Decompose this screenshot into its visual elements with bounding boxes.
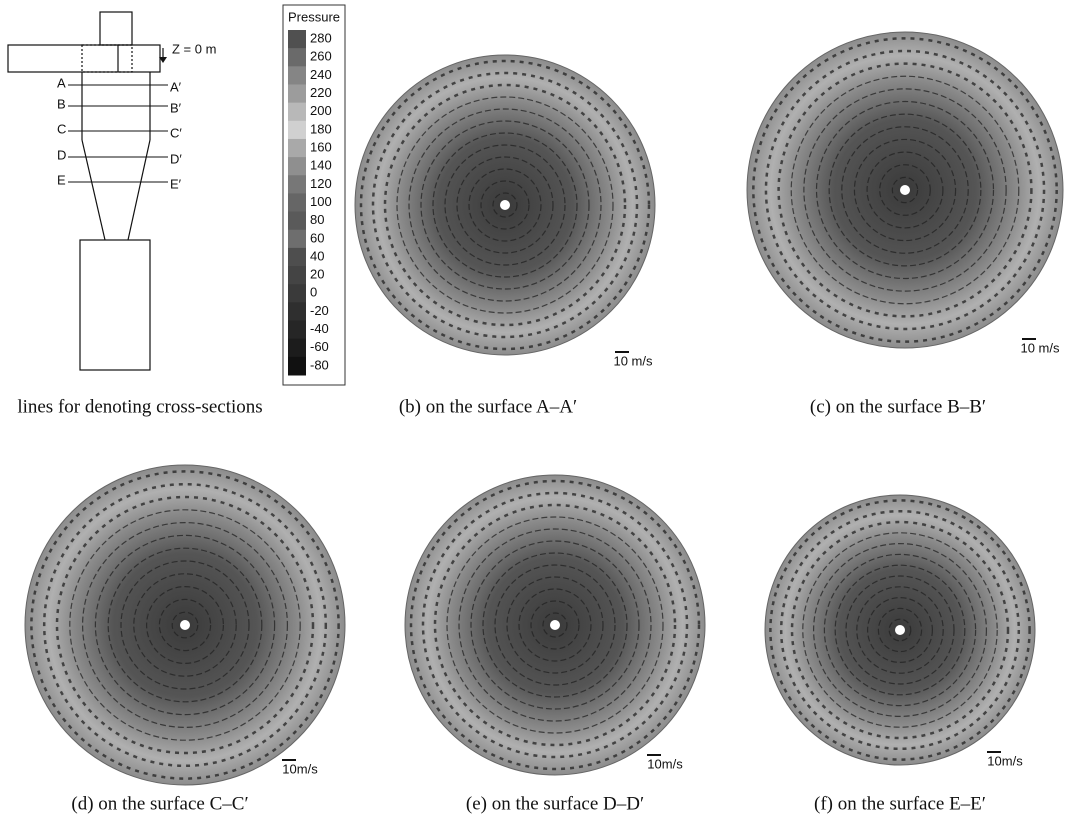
section-label: D′ [170, 151, 182, 166]
colorbar-tick-label: 120 [310, 176, 332, 191]
colorbar-band [288, 30, 306, 49]
colorbar-band [288, 212, 306, 231]
section-label: B′ [170, 100, 182, 115]
colorbar-tick-label: 60 [310, 230, 324, 245]
vortex-center [900, 185, 910, 195]
colorbar-band [288, 230, 306, 249]
colorbar-tick-label: 180 [310, 121, 332, 136]
colorbar-band [288, 302, 306, 321]
section-label: E [57, 172, 66, 187]
colorbar-tick-label: 240 [310, 67, 332, 82]
colorbar-band [288, 66, 306, 85]
colorbar-band [288, 266, 306, 285]
colorbar-tick-label: 220 [310, 85, 332, 100]
colorbar-tick-label: -80 [310, 357, 329, 372]
vortex-center [895, 625, 905, 635]
scale-label: 10 m/s [1020, 340, 1060, 355]
scale-label: 10m/s [647, 756, 683, 771]
figure: Z = 0 m A A′ B B′ C C′ D D′ E E′ Pressure 280 260 2… [0, 0, 1075, 825]
colorbar-tick-label: 260 [310, 49, 332, 64]
colorbar-title: Pressure [288, 9, 340, 24]
z-label: Z = 0 m [172, 41, 216, 56]
section-label: A′ [170, 79, 182, 94]
colorbar-band [288, 284, 306, 303]
scale-label: 10m/s [282, 761, 318, 776]
scale-label: 10m/s [987, 753, 1023, 768]
colorbar-tick-label: 160 [310, 139, 332, 154]
section-label: A [57, 75, 66, 90]
vortex-center [180, 620, 190, 630]
colorbar-band [288, 175, 306, 194]
colorbar-band [288, 103, 306, 122]
colorbar-tick-label: 0 [310, 285, 317, 300]
colorbar-band [288, 193, 306, 212]
panel-caption: (d) on the surface C–C′ [71, 793, 248, 814]
vortex-center [500, 200, 510, 210]
section-label: C′ [170, 125, 182, 140]
panel-caption: (c) on the surface B–B′ [810, 396, 986, 417]
section-label: B [57, 96, 66, 111]
cyclone-schematic: Z = 0 m [8, 12, 216, 370]
colorbar-band [288, 48, 306, 67]
colorbar-band [288, 339, 306, 358]
panel-caption: (b) on the surface A–A′ [399, 396, 577, 417]
colorbar-band [288, 121, 306, 140]
colorbar-tick-label: -40 [310, 321, 329, 336]
colorbar-tick-label: 100 [310, 194, 332, 209]
panel-caption: (e) on the surface D–D′ [466, 793, 644, 814]
colorbar-tick-label: 200 [310, 103, 332, 118]
colorbar-band [288, 321, 306, 340]
colorbar-tick-label: 20 [310, 267, 324, 282]
scale-label: 10 m/s [613, 353, 653, 368]
colorbar-band [288, 357, 306, 376]
colorbar-tick-label: -60 [310, 339, 329, 354]
colorbar-band [288, 139, 306, 158]
section-label: D [57, 147, 66, 162]
colorbar-tick-label: 40 [310, 248, 324, 263]
panel-caption: (f) on the surface E–E′ [814, 793, 986, 814]
vortex-center [550, 620, 560, 630]
colorbar-tick-label: -20 [310, 303, 329, 318]
colorbar-tick-label: 140 [310, 158, 332, 173]
colorbar-band [288, 157, 306, 176]
panel-caption: lines for denoting cross-sections [17, 396, 262, 417]
section-label: C [57, 121, 66, 136]
colorbar-tick-label: 80 [310, 212, 324, 227]
section-label: E′ [170, 176, 182, 191]
colorbar-band [288, 84, 306, 103]
colorbar-tick-label: 280 [310, 31, 332, 46]
colorbar-band [288, 248, 306, 267]
